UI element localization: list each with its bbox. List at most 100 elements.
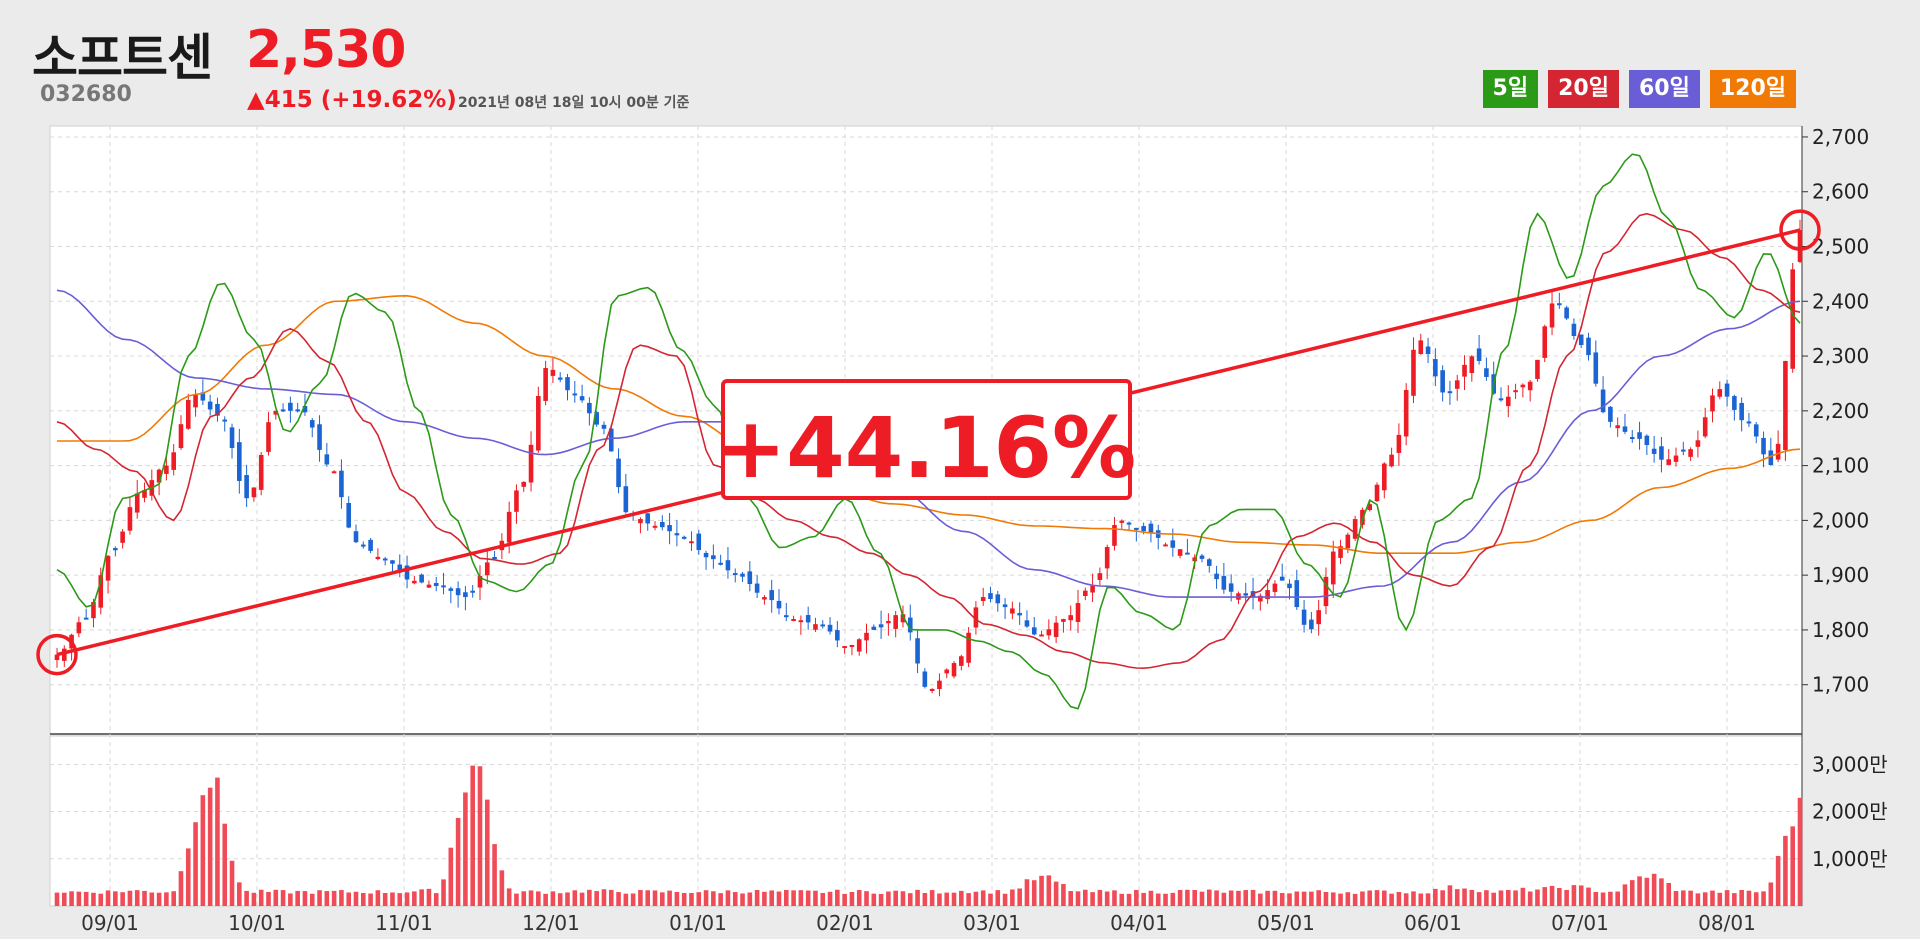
volume-bar	[1622, 884, 1628, 906]
candle-body	[514, 490, 519, 512]
candle-body	[1608, 406, 1613, 422]
volume-bar	[1527, 891, 1533, 906]
volume-bar	[864, 891, 869, 906]
candle-body	[856, 639, 862, 652]
volume-bar	[1753, 892, 1759, 906]
volume-bar	[762, 891, 767, 906]
volume-bar	[193, 822, 198, 906]
volume-bar	[893, 890, 898, 906]
x-tick-label: 10/01	[228, 911, 286, 935]
volume-bar	[944, 892, 950, 906]
candle-body	[368, 539, 373, 551]
volume-bar	[1294, 891, 1300, 906]
candle-body	[1564, 307, 1569, 319]
y-tick-label: 2,100	[1812, 454, 1869, 478]
candle-body	[1031, 627, 1037, 635]
candle-body	[878, 624, 884, 628]
candle-body	[463, 592, 468, 598]
volume-bar	[1578, 885, 1584, 906]
legend-ma5[interactable]: 5일	[1482, 70, 1539, 108]
volume-bar	[1119, 893, 1125, 906]
volume-bar	[390, 892, 395, 906]
volume-bar	[980, 890, 986, 906]
candle-body	[1535, 359, 1540, 379]
candle-body	[164, 465, 169, 474]
volume-bar	[1673, 890, 1679, 906]
candle-body	[105, 555, 111, 581]
candle-body	[397, 564, 403, 573]
volume-bar	[820, 892, 826, 906]
volume-bar	[1163, 893, 1168, 906]
volume-bar	[681, 892, 687, 906]
candle-body	[1688, 449, 1693, 457]
volume-bar	[951, 892, 957, 906]
volume-bar	[1155, 893, 1161, 906]
candle-body	[1732, 396, 1737, 410]
volume-bar	[616, 892, 621, 906]
candle-body	[740, 573, 745, 577]
candle-body	[966, 632, 971, 663]
volume-bar	[1214, 890, 1219, 906]
candle-body	[1061, 619, 1066, 622]
candle-body	[1367, 504, 1373, 511]
candle-body	[1141, 526, 1146, 532]
candle-body	[1761, 437, 1766, 455]
volume-bar	[718, 893, 723, 906]
volume-bar	[1177, 889, 1183, 906]
candle-body	[412, 580, 417, 584]
volume-bar	[1024, 879, 1030, 906]
legend-ma120[interactable]: 120일	[1709, 70, 1796, 108]
volume-bar	[251, 892, 257, 906]
candle-body	[995, 594, 1001, 604]
legend-ma60[interactable]: 60일	[1628, 70, 1700, 108]
volume-bar	[266, 891, 271, 906]
volume-bar	[353, 891, 359, 906]
candle-body	[601, 424, 607, 429]
candle-body	[185, 399, 191, 429]
candle-body	[1010, 608, 1015, 614]
volume-bar	[1265, 890, 1270, 906]
candle-body	[1513, 390, 1518, 393]
volume-bar	[1505, 889, 1511, 906]
volume-bar	[309, 893, 315, 906]
volume-bar	[1564, 889, 1569, 906]
candle-body	[1396, 434, 1402, 453]
volume-bar	[1659, 878, 1664, 906]
candle-body	[1126, 522, 1132, 525]
candle-body	[681, 536, 687, 539]
volume-bar	[1148, 890, 1154, 906]
volume-bar	[740, 893, 745, 906]
volume-bar	[1520, 887, 1526, 906]
legend-ma20[interactable]: 20일	[1548, 70, 1619, 108]
volume-bar	[1258, 893, 1263, 906]
y-tick-label: 2,500	[1812, 235, 1869, 259]
candle-body	[915, 638, 920, 664]
candle-body	[1134, 527, 1139, 530]
volume-bar	[244, 890, 249, 906]
volume-bar	[441, 879, 446, 906]
volume-bar	[455, 817, 461, 906]
volume-bar	[966, 893, 971, 906]
candle-body	[689, 541, 694, 544]
volume-bar	[1732, 893, 1737, 906]
volume-bar	[1192, 890, 1197, 906]
volume-bar	[667, 890, 672, 906]
candle-body	[813, 624, 818, 630]
candle-body	[988, 593, 993, 599]
volume-bar	[798, 890, 804, 906]
y-tick-label: 1,800	[1812, 618, 1869, 642]
candle-body	[1593, 352, 1599, 384]
y-tick-label: 1,700	[1812, 673, 1869, 697]
candle-body	[1542, 326, 1548, 358]
volume-bar	[1206, 889, 1212, 906]
volume-bar	[185, 848, 191, 906]
candle-body	[54, 654, 60, 661]
volume-bar	[76, 891, 82, 906]
volume-bar	[1710, 890, 1715, 906]
candle-body	[1148, 523, 1154, 533]
volume-bar	[178, 871, 184, 906]
volume-bar	[732, 892, 738, 906]
volume-bar	[856, 890, 862, 906]
candle-body	[660, 521, 665, 528]
volume-bar	[1301, 891, 1307, 906]
